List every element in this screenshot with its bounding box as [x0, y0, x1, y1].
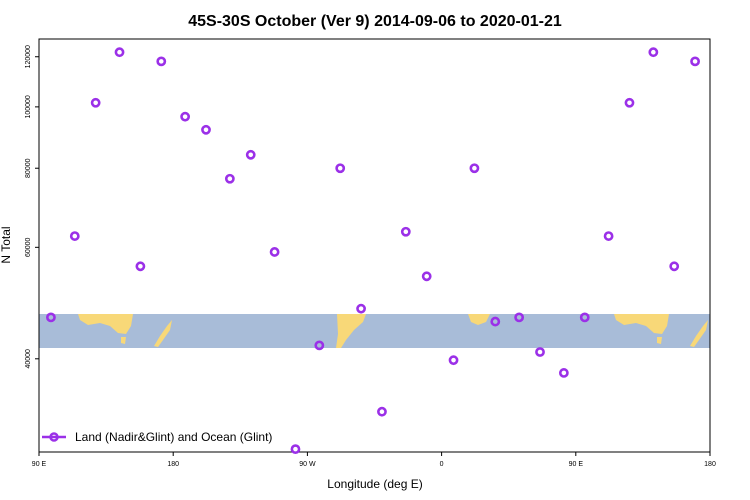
data-point	[356, 303, 366, 314]
y-tick-label: 40000	[25, 349, 32, 369]
data-point	[269, 247, 280, 257]
data-point	[245, 149, 256, 160]
data-point	[421, 271, 432, 282]
x-tick-label: 180	[704, 461, 716, 468]
data-point	[448, 355, 459, 366]
south-america-shape	[336, 314, 366, 348]
new-zealand-shape	[154, 320, 172, 347]
data-point	[114, 47, 125, 58]
y-axis-label: N Total	[0, 226, 13, 263]
data-point	[156, 56, 167, 67]
x-axis-label: Longitude (deg E)	[327, 477, 422, 491]
legend-label: Land (Nadir&Glint) and Ocean (Glint)	[75, 430, 272, 444]
tasmania-shape-2	[657, 337, 662, 344]
y-axis: 40000 60000 80000 100000 120000	[25, 45, 39, 369]
data-point	[201, 124, 211, 135]
data-point	[46, 312, 56, 323]
x-tick-label: 0	[440, 461, 444, 468]
data-point	[290, 444, 301, 455]
chart-title: 45S-30S October (Ver 9) 2014-09-06 to 20…	[188, 13, 562, 30]
data-point	[314, 340, 325, 351]
data-point	[335, 163, 346, 174]
data-point	[648, 47, 659, 58]
map-band	[39, 314, 710, 348]
data-point	[603, 231, 614, 241]
data-point	[690, 56, 700, 67]
land-shapes	[78, 314, 708, 348]
x-tick-label: 90 E	[32, 461, 47, 468]
x-axis: 90 E 180 90 W 0 90 E 180	[32, 452, 716, 468]
data-point	[514, 312, 525, 323]
australia-shape	[78, 314, 133, 334]
legend: Land (Nadir&Glint) and Ocean (Glint)	[42, 430, 272, 444]
x-tick-label: 90 W	[299, 461, 316, 468]
africa-shape	[468, 314, 490, 325]
data-point	[400, 226, 411, 237]
data-point	[180, 111, 191, 122]
data-point	[377, 406, 387, 417]
data-point	[224, 173, 235, 184]
australia-shape-2	[614, 314, 669, 334]
data-point	[669, 261, 680, 272]
data-points	[46, 47, 700, 455]
data-point	[469, 163, 480, 174]
x-tick-label: 90 E	[569, 461, 584, 468]
tasmania-shape	[121, 337, 126, 344]
new-zealand-shape-2	[690, 320, 708, 347]
data-point	[69, 231, 80, 241]
ocean-strip	[39, 314, 710, 348]
y-tick-label: 100000	[25, 95, 32, 118]
plot-frame	[38, 38, 711, 453]
data-point	[624, 97, 635, 108]
data-point	[579, 312, 590, 323]
data-point	[535, 347, 545, 357]
y-tick-label: 120000	[25, 45, 32, 68]
data-point	[490, 316, 501, 327]
y-tick-label: 60000	[25, 237, 32, 257]
x-tick-label: 180	[167, 461, 179, 468]
y-tick-label: 80000	[25, 158, 32, 178]
data-point	[90, 97, 101, 108]
data-point	[558, 368, 569, 378]
legend-marker	[49, 432, 59, 442]
data-point	[135, 261, 146, 272]
